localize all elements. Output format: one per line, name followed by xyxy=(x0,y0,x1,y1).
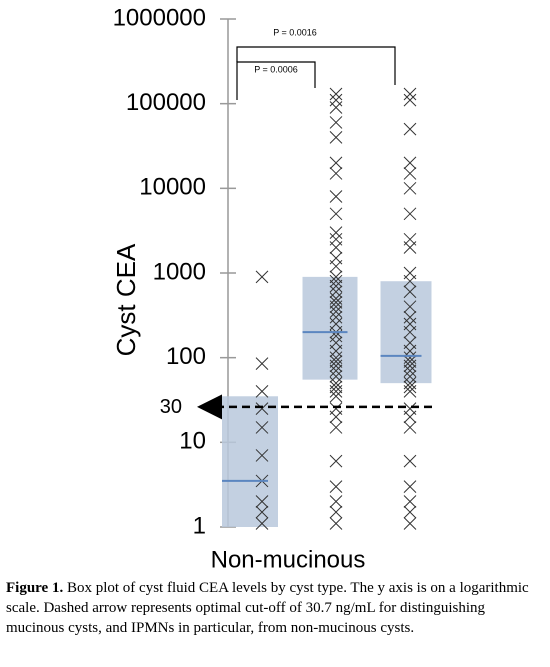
data-point xyxy=(329,270,343,284)
data-point xyxy=(329,370,343,383)
data-point xyxy=(329,116,343,129)
box xyxy=(302,276,358,380)
data-point xyxy=(329,480,343,493)
data-point xyxy=(403,87,417,101)
data-point xyxy=(403,156,417,170)
data-point xyxy=(403,167,417,180)
data-point xyxy=(329,190,343,203)
data-point xyxy=(255,270,269,284)
data-point xyxy=(329,226,343,239)
data-point xyxy=(329,274,343,288)
caption-label: Figure 1. xyxy=(6,580,64,596)
data-point xyxy=(403,505,417,519)
data-point xyxy=(329,241,343,254)
caption-text: Box plot of cyst fluid CEA levels by cys… xyxy=(6,580,529,636)
y-tick-label: 10000 xyxy=(139,174,206,201)
data-point xyxy=(329,410,343,424)
data-point xyxy=(255,357,269,370)
data-point xyxy=(403,380,417,394)
data-point xyxy=(403,325,417,339)
data-point xyxy=(329,495,343,508)
data-point xyxy=(403,480,417,493)
data-point xyxy=(329,505,343,519)
y-tick-label: 1 xyxy=(193,512,206,539)
data-point xyxy=(403,410,417,424)
data-point xyxy=(403,300,417,314)
y-axis-title: Cyst CEA xyxy=(111,243,141,356)
data-point xyxy=(329,517,343,530)
data-point xyxy=(255,421,269,434)
data-point xyxy=(329,131,343,144)
data-point xyxy=(403,517,417,530)
data-point xyxy=(329,380,343,394)
data-point xyxy=(329,285,343,299)
data-point xyxy=(255,402,269,415)
significance-bracket xyxy=(236,61,316,100)
data-point xyxy=(329,364,343,378)
cutoff-label: 30 xyxy=(160,396,182,418)
y-tick-label: 10 xyxy=(179,428,206,455)
x-tick-label: Non-mucinous xyxy=(211,546,366,573)
box xyxy=(380,281,432,384)
data-point xyxy=(403,274,417,288)
data-point xyxy=(329,207,343,221)
data-point xyxy=(403,364,417,378)
data-point xyxy=(329,355,343,368)
data-point xyxy=(403,385,417,398)
data-point xyxy=(403,241,417,254)
data-point xyxy=(329,259,343,273)
y-tick-label: 1000 xyxy=(153,258,206,285)
data-point xyxy=(403,181,417,195)
data-point xyxy=(403,285,417,299)
data-point xyxy=(329,421,343,434)
data-point xyxy=(329,87,343,101)
data-point xyxy=(403,370,417,383)
data-point xyxy=(255,385,269,398)
data-point xyxy=(329,167,343,180)
data-point xyxy=(329,101,343,114)
data-point xyxy=(403,359,417,373)
data-point xyxy=(255,495,269,508)
data-point xyxy=(403,454,417,468)
data-point xyxy=(329,296,343,309)
data-point xyxy=(329,279,343,293)
caption: Figure 1. Box plot of cyst fluid CEA lev… xyxy=(6,578,544,638)
chart: Cyst CEA 1 10 100 1000 10000 100000 1000000 Non… xyxy=(111,4,432,573)
data-point xyxy=(329,305,343,318)
data-point xyxy=(329,389,343,403)
data-point xyxy=(329,359,343,373)
data-point xyxy=(403,495,417,508)
annotation: P = 0.0006 xyxy=(254,64,298,74)
data-point xyxy=(329,300,343,314)
data-point xyxy=(329,310,343,324)
y-tick-label: 100000 xyxy=(126,89,206,116)
data-point xyxy=(403,421,417,434)
y-tick-label: 1000000 xyxy=(113,4,206,31)
annotation: P = 0.0016 xyxy=(273,27,317,37)
data-point xyxy=(403,207,417,221)
box xyxy=(222,396,278,527)
data-point xyxy=(403,310,417,324)
data-point xyxy=(403,93,417,107)
data-point xyxy=(329,156,343,170)
data-point xyxy=(329,454,343,468)
y-tick-label: 100 xyxy=(166,343,206,370)
data-point xyxy=(403,355,417,368)
data-point xyxy=(329,93,343,107)
data-point xyxy=(255,505,269,519)
data-point xyxy=(255,449,269,462)
significance-bracket xyxy=(236,46,396,85)
data-point xyxy=(403,122,417,136)
data-point xyxy=(329,344,343,358)
data-point xyxy=(255,517,269,530)
data-point xyxy=(329,385,343,398)
